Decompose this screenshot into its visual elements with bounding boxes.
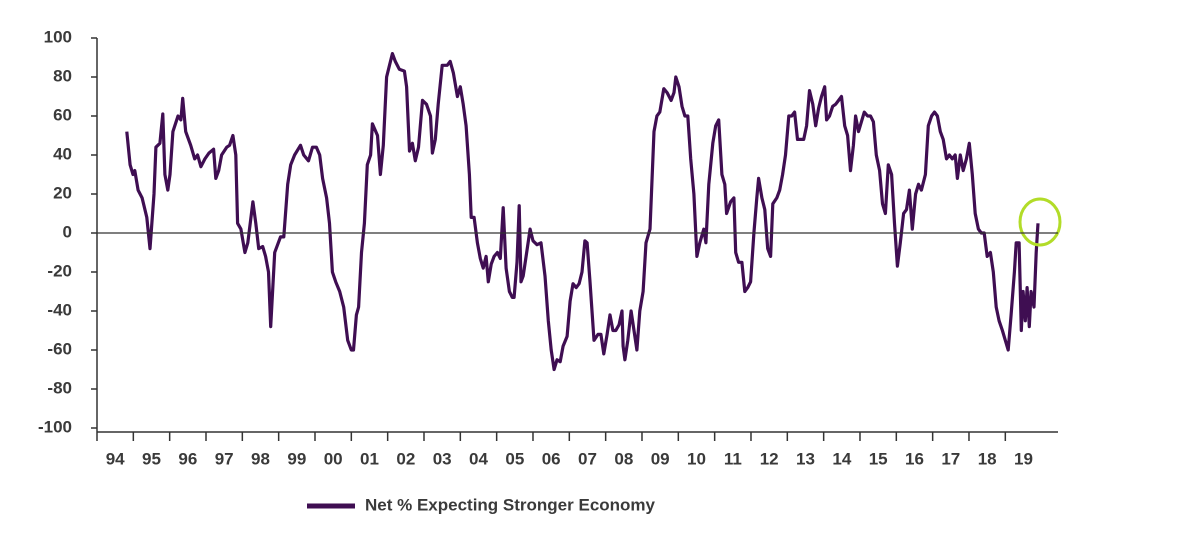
x-tick-label: 08 <box>614 449 633 468</box>
x-tick-label: 07 <box>578 449 597 468</box>
y-tick-label: -20 <box>47 261 72 280</box>
legend-label: Net % Expecting Stronger Economy <box>365 495 656 514</box>
y-tick-label: 40 <box>53 144 72 163</box>
x-tick-label: 98 <box>251 449 270 468</box>
x-tick-label: 95 <box>142 449 161 468</box>
x-tick-label: 12 <box>760 449 779 468</box>
x-tick-label: 97 <box>215 449 234 468</box>
data-line <box>125 52 1040 372</box>
x-tick-label: 00 <box>324 449 343 468</box>
highlight-circle <box>1018 197 1062 247</box>
x-tick-label: 94 <box>106 449 125 468</box>
x-tick-label: 10 <box>687 449 706 468</box>
x-tick-label: 04 <box>469 449 488 468</box>
x-tick-label: 18 <box>978 449 997 468</box>
y-tick-label: -60 <box>47 339 72 358</box>
x-tick-label: 11 <box>724 449 742 468</box>
x-tick-label: 14 <box>832 449 851 468</box>
x-tick-label: 99 <box>287 449 306 468</box>
x-tick-label: 19 <box>1014 449 1033 468</box>
x-tick-label: 03 <box>433 449 452 468</box>
x-tick-label: 15 <box>869 449 888 468</box>
x-tick-label: 13 <box>796 449 815 468</box>
y-tick-label: 0 <box>63 222 72 241</box>
x-tick-label: 17 <box>941 449 960 468</box>
x-tick-label: 01 <box>360 449 379 468</box>
x-tick-label: 06 <box>542 449 561 468</box>
y-tick-label: -80 <box>47 378 72 397</box>
y-tick-label: 80 <box>53 66 72 85</box>
y-tick-label: 60 <box>53 105 72 124</box>
y-tick-label: 20 <box>53 183 72 202</box>
y-tick-label: -100 <box>38 417 72 436</box>
x-tick-label: 05 <box>505 449 524 468</box>
x-tick-label: 09 <box>651 449 670 468</box>
y-tick-label: 100 <box>44 27 72 46</box>
x-tick-label: 96 <box>178 449 197 468</box>
y-tick-label: -40 <box>47 300 72 319</box>
x-tick-label: 16 <box>905 449 924 468</box>
x-tick-label: 02 <box>396 449 415 468</box>
